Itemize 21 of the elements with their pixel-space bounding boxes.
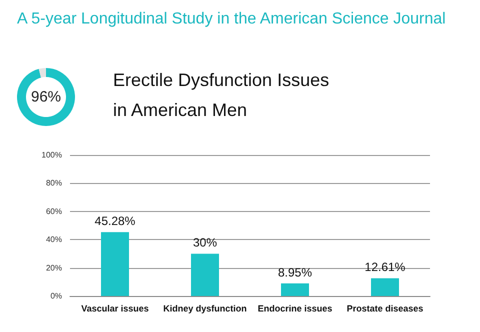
text: A 5-year Longitudinal Study in the American Science Journal bbox=[17, 10, 446, 28]
text: Erectile Dysfunction Issues in American Men bbox=[113, 70, 334, 120]
y-tick-label: 60% bbox=[46, 206, 62, 216]
bar bbox=[101, 232, 129, 296]
y-tick-label: 0% bbox=[50, 292, 62, 300]
bar bbox=[371, 278, 399, 296]
data-label: 45.28% bbox=[94, 214, 136, 228]
x-tick-label: Kidney dysfunction bbox=[163, 304, 247, 314]
x-tick-label: Vascular issues bbox=[81, 304, 149, 314]
bar bbox=[191, 254, 219, 296]
y-tick-label: 20% bbox=[46, 263, 62, 272]
y-tick-label: 100% bbox=[42, 150, 62, 160]
x-tick-label: Endocrine issues bbox=[258, 304, 332, 314]
data-label: 8.95% bbox=[278, 265, 312, 280]
data-label: 12.61% bbox=[364, 260, 406, 274]
y-tick-label: 40% bbox=[46, 235, 62, 244]
y-tick-label: 80% bbox=[46, 178, 62, 188]
bar bbox=[281, 283, 309, 296]
x-tick-label: Prostate diseases bbox=[346, 304, 424, 314]
data-label: 96% bbox=[30, 88, 62, 106]
data-label: 30% bbox=[192, 236, 218, 250]
